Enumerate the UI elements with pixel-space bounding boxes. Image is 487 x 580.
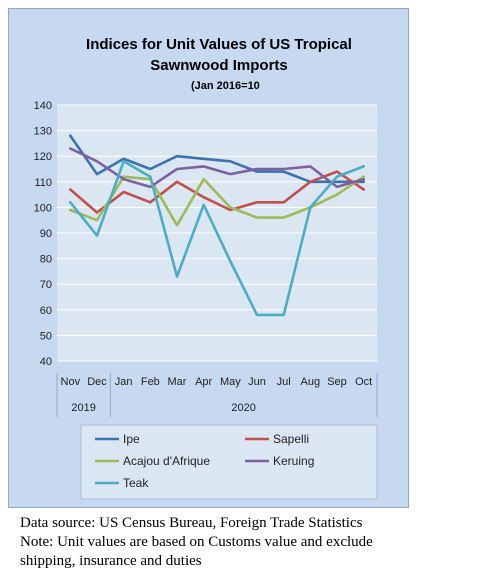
y-axis-ticks: 40 50 60 70 80 90 100 110 120 130 140	[34, 100, 52, 368]
x-tick-label: Jan	[115, 376, 133, 388]
year-label: 2020	[231, 402, 255, 414]
x-tick-label: Feb	[141, 376, 160, 388]
y-tick-label: 90	[40, 228, 52, 240]
y-tick-label: 140	[34, 100, 52, 112]
x-tick-label: Sep	[327, 376, 347, 388]
year-label: 2019	[71, 402, 95, 414]
note-line: Note: Unit values are based on Customs v…	[20, 534, 373, 550]
series-line-sapelli	[68, 170, 366, 214]
y-tick-label: 50	[40, 330, 52, 342]
legend-label: Acajou d'Afrique	[123, 454, 210, 468]
x-tick-label: Oct	[355, 376, 372, 388]
y-tick-label: 60	[40, 305, 52, 317]
x-tick-label: Dec	[87, 376, 107, 388]
y-tick-label: 120	[34, 151, 52, 163]
y-tick-label: 80	[40, 254, 52, 266]
x-tick-label: Jul	[277, 376, 291, 388]
x-axis-ticks: Nov Dec Jan Feb Mar Apr May Jun Jul Aug Sep Oct 2019…	[56, 373, 378, 417]
x-tick-label: May	[220, 376, 241, 388]
chart-subtitle: (Jan 2016=10	[191, 80, 260, 92]
series-layer	[68, 134, 366, 317]
legend-label: Ipe	[123, 432, 140, 446]
x-tick-label: Aug	[301, 376, 321, 388]
series-line-acajou-d-afrique	[68, 175, 366, 227]
chart-canvas: Indices for Unit Values of US Tropical S…	[34, 36, 378, 500]
chart-panel: Indices for Unit Values of US Tropical S…	[8, 8, 409, 508]
x-tick-label: Mar	[168, 376, 187, 388]
legend: Ipe Sapelli Acajou d'Afrique Keruing Teak	[95, 432, 314, 490]
note-line-continued: shipping, insurance and duties	[20, 553, 202, 569]
legend-label: Sapelli	[273, 432, 309, 446]
x-tick-label: Apr	[195, 376, 212, 388]
y-tick-label: 40	[40, 356, 52, 368]
series-line-teak	[68, 160, 366, 317]
chart-title-line1: Indices for Unit Values of US Tropical	[86, 36, 352, 53]
x-tick-label: Nov	[61, 376, 81, 388]
source-note: Data source: US Census Bureau, Foreign T…	[20, 514, 480, 571]
data-source-line: Data source: US Census Bureau, Foreign T…	[20, 515, 363, 531]
legend-box	[80, 424, 378, 500]
y-tick-label: 100	[34, 202, 52, 214]
legend-label: Keruing	[273, 454, 314, 468]
y-tick-label: 130	[34, 126, 52, 138]
y-tick-label: 70	[40, 279, 52, 291]
y-tick-label: 110	[34, 177, 52, 189]
x-tick-label: Jun	[248, 376, 266, 388]
legend-label: Teak	[123, 476, 149, 490]
chart-title-line2: Sawnwood Imports	[150, 57, 288, 74]
grid-layer	[57, 104, 377, 362]
series-line-ipe	[68, 134, 366, 184]
